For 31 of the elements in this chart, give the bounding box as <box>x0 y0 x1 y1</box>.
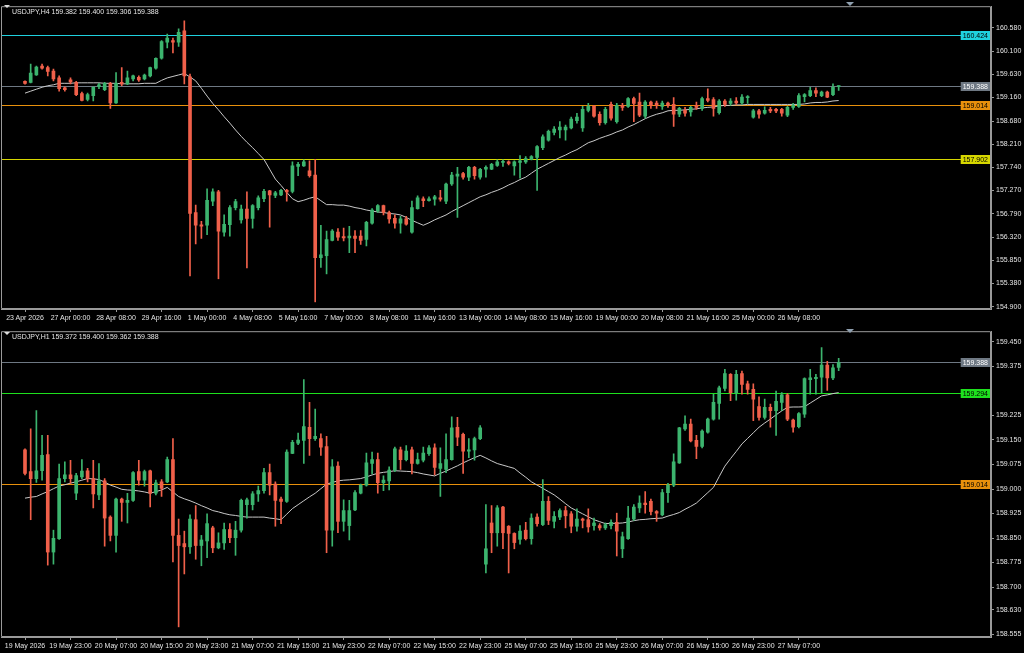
candlestick <box>279 496 283 524</box>
candlestick <box>301 379 306 464</box>
candlestick <box>643 491 648 514</box>
candlestick <box>171 37 175 54</box>
candlestick <box>558 121 562 139</box>
candlestick <box>705 88 710 103</box>
candlestick <box>284 189 289 202</box>
candlestick <box>484 504 488 574</box>
candlestick <box>119 67 124 87</box>
candlestick <box>614 512 619 557</box>
candlestick <box>814 374 818 395</box>
candlestick <box>267 190 272 228</box>
candlestick <box>119 497 124 522</box>
candlestick <box>535 145 539 191</box>
candlestick <box>751 383 756 422</box>
candlestick <box>466 438 471 458</box>
candlestick <box>28 428 33 521</box>
candlestick <box>808 369 813 395</box>
candlestick <box>319 224 323 268</box>
candlestick <box>313 408 318 441</box>
candlestick <box>182 530 187 575</box>
candlestick <box>63 461 67 483</box>
candlestick <box>484 165 488 178</box>
candlestick <box>774 390 778 436</box>
candlestick <box>518 155 522 179</box>
candlestick <box>370 451 374 475</box>
candlestick <box>296 162 300 176</box>
candlestick <box>245 191 249 269</box>
candlestick <box>632 96 636 122</box>
candlestick <box>353 230 357 254</box>
candlestick <box>421 196 426 207</box>
